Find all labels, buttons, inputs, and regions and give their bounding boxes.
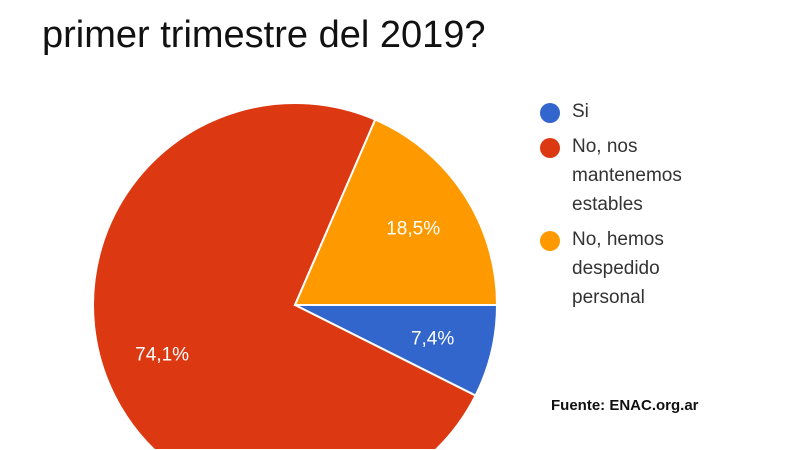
slice-label-1: 74,1%	[135, 344, 189, 365]
legend-label: No, nos mantenemos estables	[572, 136, 682, 215]
legend-swatch	[540, 231, 560, 251]
slice-label-0: 7,4%	[411, 329, 454, 350]
legend-item: No, hemos despedido personal	[540, 228, 732, 312]
pie-slice-2	[293, 118, 499, 306]
slice-label-2: 18,5%	[386, 218, 440, 239]
legend-label: No, hemos despedido personal	[572, 229, 664, 308]
chart-title: primer trimestre del 2019?	[42, 14, 486, 56]
legend-swatch	[540, 138, 560, 158]
legend-label: Si	[572, 101, 589, 122]
legend-item: Si	[540, 100, 732, 126]
source-note: Fuente: ENAC.org.ar	[551, 397, 699, 414]
legend-item: No, nos mantenemos estables	[540, 135, 732, 219]
legend-swatch	[540, 103, 560, 123]
legend: Si No, nos mantenemos estables No, hemos d…	[540, 100, 732, 321]
